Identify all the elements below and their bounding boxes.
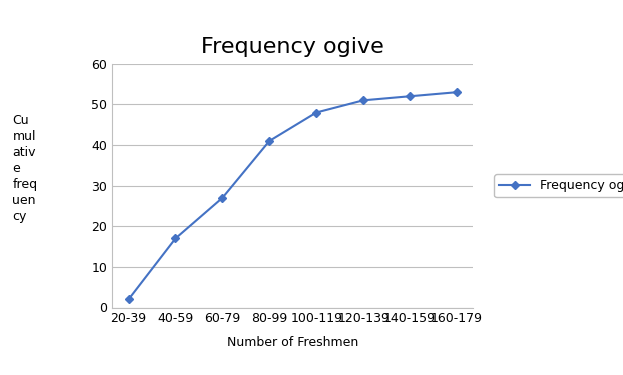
Title: Frequency ogive: Frequency ogive (201, 37, 384, 57)
Frequency ogive (454, 90, 461, 94)
Frequency ogive (359, 98, 367, 103)
Line: Frequency ogive: Frequency ogive (126, 89, 460, 302)
X-axis label: Number of Freshmen: Number of Freshmen (227, 336, 358, 350)
Frequency ogive (313, 110, 320, 115)
Frequency ogive (265, 139, 273, 143)
Frequency ogive (219, 196, 226, 200)
Frequency ogive (172, 236, 179, 241)
Text: Cu
mul
ativ
e
freq
uen
cy: Cu mul ativ e freq uen cy (12, 114, 37, 223)
Frequency ogive (406, 94, 414, 99)
Frequency ogive (125, 297, 132, 302)
Legend: Frequency ogive: Frequency ogive (494, 174, 623, 197)
